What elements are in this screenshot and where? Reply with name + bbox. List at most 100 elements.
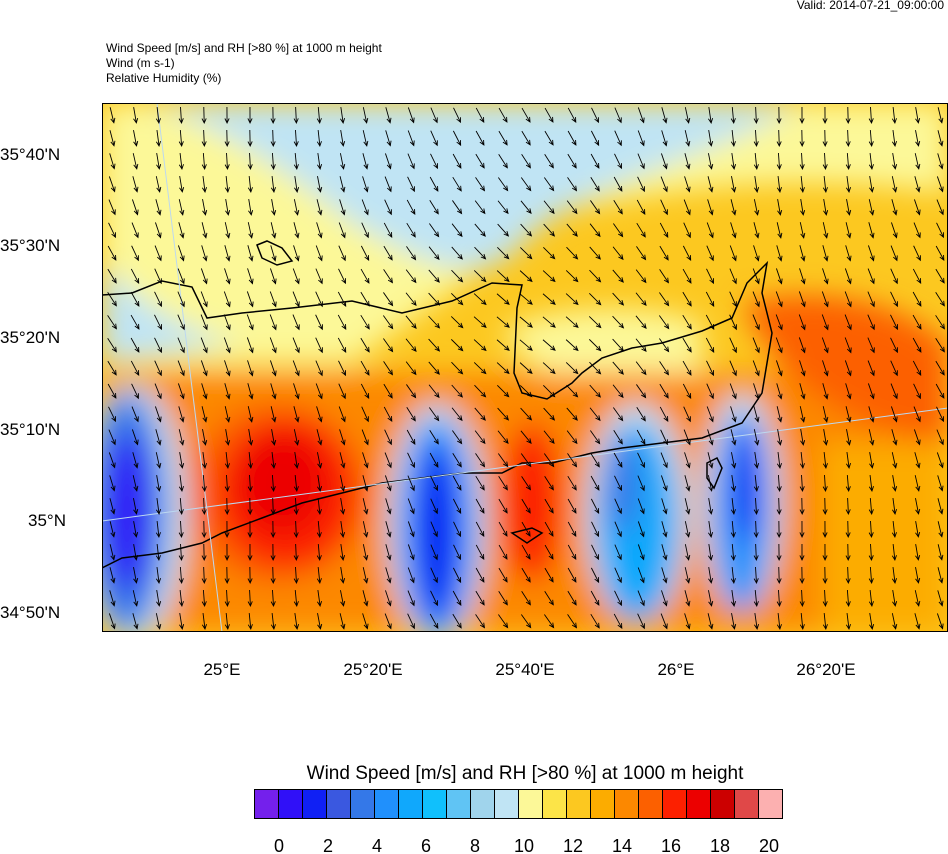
wind-arrow xyxy=(636,384,647,399)
colorbar-swatch xyxy=(399,790,423,818)
wind-arrow xyxy=(247,106,253,125)
wind-arrow xyxy=(935,338,945,353)
wind-arrow xyxy=(684,153,691,170)
wind-arrow xyxy=(613,613,623,629)
wind-arrow xyxy=(682,245,692,262)
wind-arrow xyxy=(844,360,852,377)
wind-arrow xyxy=(590,430,601,445)
wind-arrow xyxy=(708,521,714,538)
wind-arrow xyxy=(475,453,486,468)
wind-arrow xyxy=(340,544,346,561)
wind-arrow xyxy=(362,544,369,561)
wind-arrow xyxy=(731,176,737,193)
wind-arrow xyxy=(637,590,645,607)
wind-arrow xyxy=(177,245,185,262)
wind-arrow xyxy=(776,543,782,562)
wind-arrow xyxy=(224,474,230,493)
wind-arrow xyxy=(659,222,669,238)
wind-arrow xyxy=(130,360,140,377)
wind-arrow xyxy=(775,291,783,308)
wind-arrow xyxy=(496,293,510,305)
wind-arrow xyxy=(270,106,276,125)
wind-arrow xyxy=(822,566,828,585)
wind-arrow xyxy=(867,314,875,331)
wind-arrow xyxy=(133,107,139,124)
wind-arrow xyxy=(799,222,806,239)
wind-arrow xyxy=(270,520,276,539)
wind-arrow xyxy=(178,589,184,607)
wind-arrow xyxy=(520,177,532,192)
wind-arrow xyxy=(292,268,300,285)
wind-arrow xyxy=(224,268,231,285)
wind-arrow xyxy=(868,129,874,148)
wind-arrow xyxy=(474,384,487,398)
wind-arrow xyxy=(154,360,162,377)
wind-arrow xyxy=(822,245,829,262)
wind-arrow xyxy=(937,475,944,492)
wind-arrow xyxy=(684,475,691,492)
wind-arrow xyxy=(682,314,692,330)
wind-arrow xyxy=(109,130,116,147)
wind-arrow xyxy=(178,520,184,539)
wind-arrow xyxy=(708,130,714,147)
colorbar-swatch xyxy=(303,790,327,818)
wind-arrow xyxy=(155,106,161,124)
wind-arrow xyxy=(178,475,184,492)
wind-arrow xyxy=(451,223,463,238)
wind-arrow xyxy=(178,106,184,125)
wind-arrow xyxy=(497,407,510,421)
wind-arrow xyxy=(637,153,645,170)
wind-arrow xyxy=(614,107,622,124)
wind-arrow xyxy=(752,337,760,354)
wind-arrow xyxy=(246,314,254,331)
wind-arrow xyxy=(340,521,346,538)
wind-arrow xyxy=(451,246,463,260)
wind-arrow xyxy=(428,384,440,399)
wind-arrow xyxy=(224,497,230,516)
wind-arrow xyxy=(338,268,346,285)
wind-arrow xyxy=(430,544,438,561)
wind-arrow xyxy=(270,452,276,469)
colorbar-label: 20 xyxy=(758,836,780,854)
wind-arrow xyxy=(799,589,805,608)
wind-arrow xyxy=(156,475,162,492)
wind-arrow xyxy=(566,384,579,398)
wind-arrow xyxy=(567,453,578,468)
wind-arrow xyxy=(360,337,370,353)
wind-arrow xyxy=(270,566,276,585)
wind-arrow xyxy=(452,590,462,606)
wind-arrow xyxy=(155,429,162,446)
wind-arrow xyxy=(405,292,417,307)
wind-arrow xyxy=(248,429,254,446)
wind-arrow xyxy=(360,291,370,307)
wind-arrow xyxy=(383,245,393,261)
wind-arrow xyxy=(684,544,691,561)
wind-arrow xyxy=(339,153,346,170)
wind-arrow xyxy=(799,497,805,516)
wind-arrow xyxy=(590,452,600,468)
wind-arrow xyxy=(867,383,875,400)
wind-arrow xyxy=(475,130,485,146)
wind-arrow xyxy=(799,106,805,125)
wind-arrow xyxy=(543,453,555,468)
wind-arrow xyxy=(637,567,645,584)
wind-arrow xyxy=(520,223,533,237)
wind-arrow xyxy=(132,590,139,607)
wind-arrow xyxy=(108,199,116,216)
wind-arrow xyxy=(845,520,851,539)
wind-arrow xyxy=(915,107,921,124)
wind-arrow xyxy=(543,385,556,398)
wind-arrow xyxy=(453,107,461,124)
wind-arrow xyxy=(844,268,852,285)
wind-arrow xyxy=(338,222,346,239)
wind-arrow xyxy=(317,613,323,630)
wind-arrow xyxy=(224,566,230,585)
wind-arrow xyxy=(108,613,116,630)
wind-arrow xyxy=(317,475,323,492)
wind-arrow xyxy=(776,612,782,630)
wind-arrow xyxy=(247,406,254,423)
wind-arrow xyxy=(683,406,691,423)
wind-arrow xyxy=(799,451,805,469)
wind-arrow xyxy=(292,337,300,354)
wind-arrow xyxy=(428,292,441,306)
